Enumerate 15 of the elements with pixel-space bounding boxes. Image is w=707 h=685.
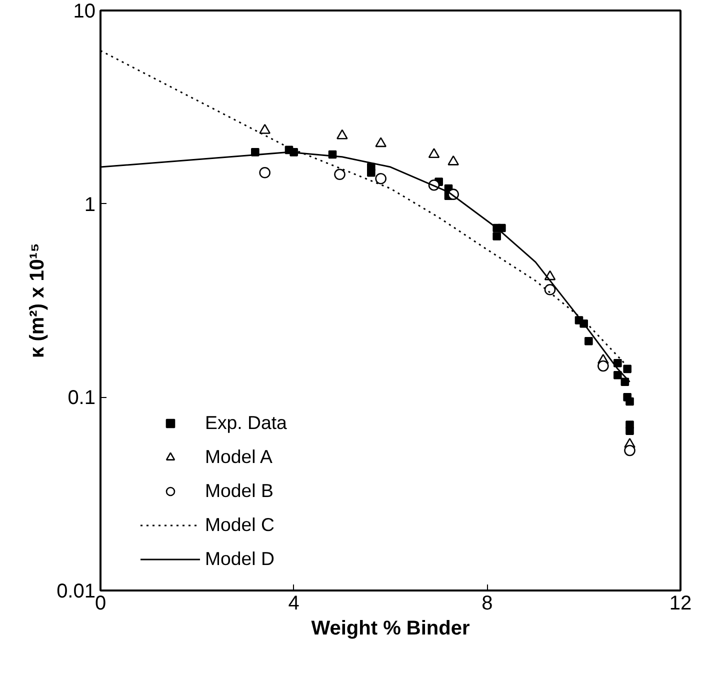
x-tick-label: 8 [482, 592, 493, 614]
x-tick-label: 12 [669, 592, 692, 614]
legend-label: Model D [205, 548, 274, 570]
y-tick-label: 10 [73, 0, 96, 22]
legend-label: Model B [205, 480, 274, 502]
x-axis-title: Weight % Binder [311, 618, 470, 640]
y-tick-label: 1 [84, 194, 96, 216]
legend-label: Model A [205, 446, 272, 468]
y-tick-label: 0.1 [68, 387, 96, 410]
x-tick-label: 0 [94, 592, 106, 614]
y-axis-title: κ (m²) x 10¹⁵ [26, 242, 49, 358]
x-tick-label: 4 [288, 592, 300, 614]
legend-label: Exp. Data [205, 412, 287, 434]
legend-label: Model C [205, 514, 274, 536]
y-tick-label: 0.01 [56, 580, 96, 602]
